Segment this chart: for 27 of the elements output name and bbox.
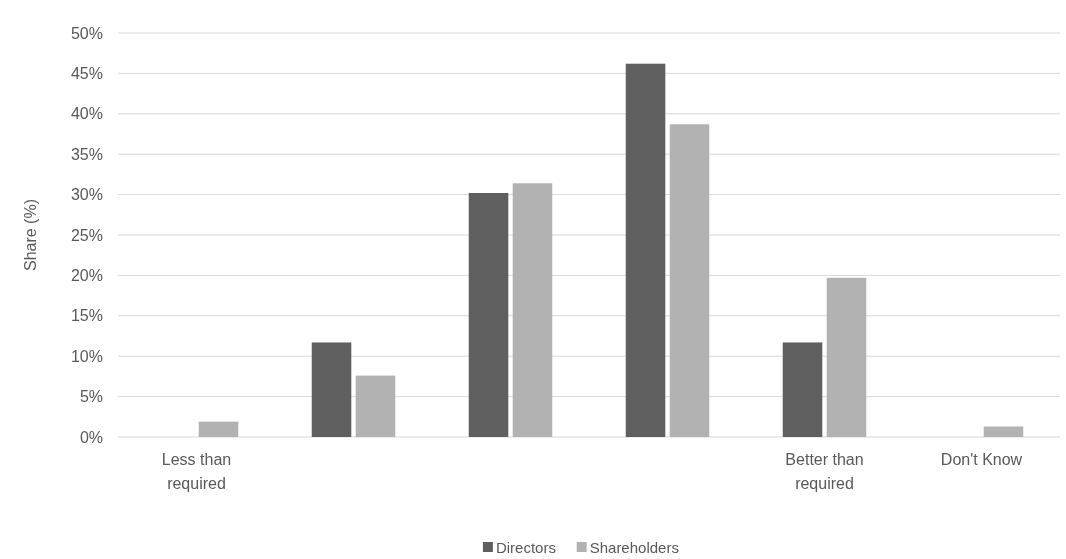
y-tick-label: 45%: [70, 65, 103, 82]
bar: [782, 342, 823, 437]
y-tick-label: 0%: [79, 428, 103, 446]
bar: [198, 421, 239, 437]
bar: [468, 192, 509, 437]
bar: [669, 124, 710, 437]
x-tick-label: Don't Know: [940, 451, 1023, 468]
y-tick-label: 25%: [70, 226, 103, 244]
x-tick-label: Better than required: [785, 451, 864, 492]
y-tick-label: 20%: [70, 267, 103, 284]
y-tick-label: 50%: [70, 24, 103, 42]
y-tick-label: 35%: [70, 145, 103, 163]
y-tick-label: 5%: [79, 388, 103, 406]
y-tick-label: 10%: [70, 347, 103, 365]
legend-label: Directors: [495, 539, 556, 556]
bar: [311, 342, 352, 437]
y-tick-label: 40%: [70, 105, 103, 123]
x-tick-label: Less than required: [161, 451, 232, 492]
bar: [512, 183, 553, 437]
bar: [826, 277, 867, 437]
y-tick-label: 30%: [70, 186, 103, 204]
y-tick-label: 15%: [70, 307, 103, 325]
legend-label: Shareholders: [589, 539, 679, 556]
bar: [355, 375, 396, 437]
bar: [625, 63, 666, 437]
bar: [983, 426, 1024, 437]
y-axis-title: Share (%): [22, 198, 39, 272]
